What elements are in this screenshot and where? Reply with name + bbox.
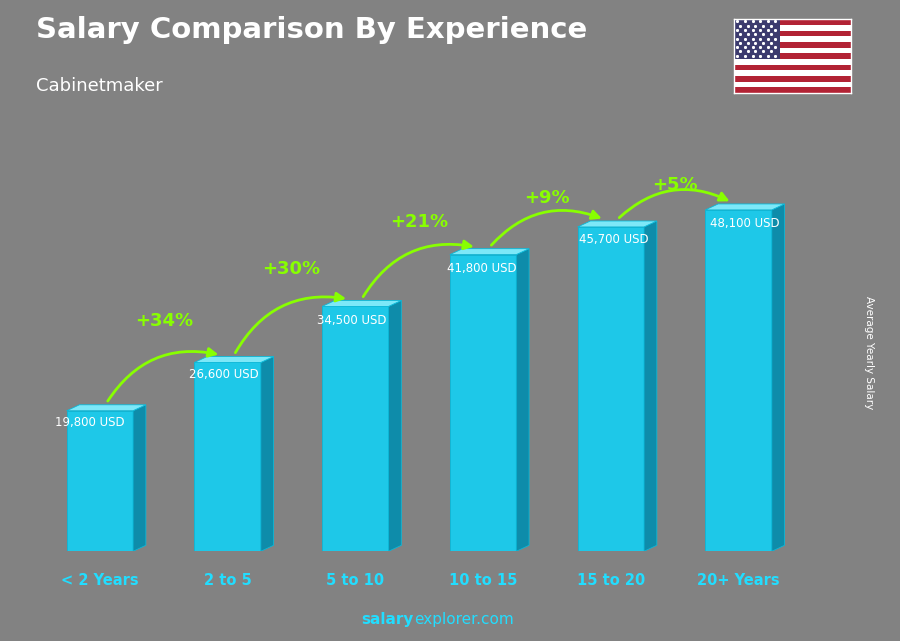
Bar [734, 19, 850, 25]
Text: 48,100 USD: 48,100 USD [710, 217, 780, 230]
Polygon shape [450, 249, 529, 254]
Text: explorer.com: explorer.com [414, 612, 514, 627]
Text: 15 to 20: 15 to 20 [577, 573, 645, 588]
Bar [734, 76, 850, 81]
Bar [322, 306, 389, 551]
Bar [194, 363, 261, 551]
Bar [734, 31, 850, 37]
Bar [706, 210, 772, 551]
Bar [734, 47, 850, 53]
Bar [734, 87, 850, 93]
Text: Salary Comparison By Experience: Salary Comparison By Experience [36, 16, 587, 44]
Bar [734, 42, 850, 47]
Bar [578, 227, 644, 551]
Polygon shape [706, 204, 785, 210]
Bar [734, 71, 850, 76]
Polygon shape [517, 249, 529, 551]
Text: 19,800 USD: 19,800 USD [55, 417, 125, 429]
Polygon shape [133, 404, 146, 551]
Bar [67, 411, 133, 551]
Text: 2 to 5: 2 to 5 [203, 573, 251, 588]
Bar [734, 65, 850, 71]
Text: +34%: +34% [135, 312, 193, 330]
Text: +9%: +9% [524, 189, 570, 207]
Polygon shape [389, 301, 401, 551]
Text: Average Yearly Salary: Average Yearly Salary [863, 296, 874, 409]
Text: 41,800 USD: 41,800 USD [447, 262, 517, 275]
Bar [734, 59, 850, 65]
Polygon shape [261, 356, 274, 551]
Bar [734, 19, 780, 59]
Text: < 2 Years: < 2 Years [61, 573, 139, 588]
Polygon shape [67, 404, 146, 411]
Text: 34,500 USD: 34,500 USD [317, 313, 386, 326]
Polygon shape [322, 301, 401, 306]
Text: 5 to 10: 5 to 10 [327, 573, 384, 588]
Text: 10 to 15: 10 to 15 [449, 573, 518, 588]
Bar [450, 254, 517, 551]
Text: 45,700 USD: 45,700 USD [579, 233, 649, 246]
Polygon shape [578, 221, 657, 227]
Text: +30%: +30% [263, 260, 320, 278]
Bar [734, 53, 850, 59]
Text: +21%: +21% [391, 213, 448, 231]
Text: salary: salary [362, 612, 414, 627]
Polygon shape [772, 204, 785, 551]
Bar [734, 81, 850, 87]
Text: 20+ Years: 20+ Years [698, 573, 780, 588]
Text: Cabinetmaker: Cabinetmaker [36, 77, 163, 95]
Polygon shape [194, 356, 274, 363]
Text: 26,600 USD: 26,600 USD [189, 368, 259, 381]
Bar [734, 37, 850, 42]
Text: +5%: +5% [652, 176, 698, 194]
Polygon shape [644, 221, 657, 551]
Bar [734, 25, 850, 31]
